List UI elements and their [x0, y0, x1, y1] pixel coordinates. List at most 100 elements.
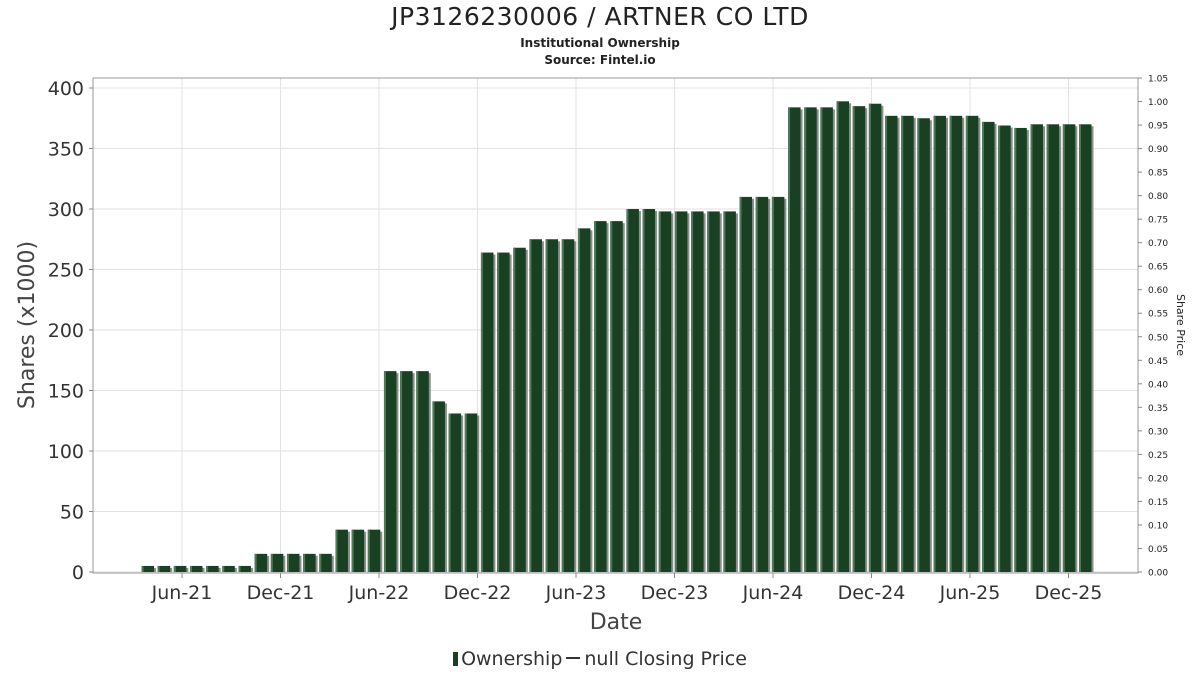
y2-tick-label: 0.15 — [1148, 498, 1168, 508]
chart-title: JP3126230006 / ARTNER CO LTD — [391, 2, 809, 31]
y2-tick-label: 0.85 — [1148, 169, 1168, 179]
bar — [141, 565, 156, 572]
bar-highlight — [367, 529, 370, 572]
bar — [513, 247, 528, 572]
bar-body — [707, 211, 720, 573]
bar — [804, 107, 819, 573]
bar-highlight — [286, 553, 289, 572]
bar — [771, 196, 787, 572]
bar — [788, 107, 803, 573]
bar-body — [270, 553, 284, 572]
bar — [173, 565, 189, 572]
bar-highlight — [1062, 124, 1065, 573]
bar-body — [852, 106, 866, 573]
bar — [1062, 124, 1078, 573]
bar-highlight — [432, 401, 435, 572]
y2-tick-label: 0.00 — [1148, 569, 1168, 579]
bar-highlight — [674, 211, 677, 573]
bar-highlight — [771, 196, 774, 572]
bar-body — [561, 239, 575, 572]
bar-highlight — [885, 115, 888, 572]
bar-highlight — [836, 101, 839, 572]
x-tick-label: Dec-21 — [247, 582, 315, 604]
bar-highlight — [173, 565, 176, 572]
bar-highlight — [254, 553, 257, 572]
bar — [400, 371, 415, 572]
bar-highlight — [917, 118, 920, 572]
bar-body — [173, 565, 187, 572]
y2-tick-label: 0.25 — [1148, 451, 1168, 461]
bar-body — [206, 565, 219, 572]
x-tick-label: Dec-23 — [641, 582, 709, 604]
bar-highlight — [319, 553, 322, 572]
bar-highlight — [594, 221, 597, 572]
bar-highlight — [577, 228, 580, 573]
bar-highlight — [804, 107, 807, 573]
bar-highlight — [1046, 124, 1049, 573]
legend-ownership-label: Ownership — [461, 648, 563, 670]
bar-highlight — [642, 209, 645, 572]
bar-body — [157, 565, 171, 572]
y2-tick-label: 0.60 — [1148, 286, 1168, 296]
y-tick-label: 250 — [48, 260, 84, 282]
bar-highlight — [189, 565, 192, 572]
bar-highlight — [416, 371, 419, 572]
bar-body — [723, 211, 736, 573]
bar-body — [464, 413, 478, 572]
bar — [868, 103, 884, 572]
bar-highlight — [691, 211, 694, 573]
bar-body — [917, 118, 930, 572]
bar — [286, 553, 302, 572]
bar-body — [804, 107, 817, 573]
bar-body — [1079, 124, 1092, 573]
bar-body — [222, 565, 235, 572]
y2-tick-label: 0.50 — [1148, 333, 1168, 343]
bar-body — [642, 209, 656, 572]
bar — [836, 101, 852, 572]
bar-body — [480, 252, 494, 572]
bar-highlight — [739, 196, 742, 572]
y2-tick-label: 0.55 — [1148, 310, 1168, 320]
x-tick-label: Jun-24 — [742, 582, 804, 604]
bar — [222, 565, 237, 572]
y2-tick-label: 0.75 — [1148, 216, 1168, 226]
bar — [464, 413, 480, 572]
bar-body — [1014, 127, 1027, 573]
y-tick-label: 400 — [48, 78, 84, 100]
bar-body — [545, 239, 559, 572]
bar — [529, 239, 544, 572]
bar-highlight — [965, 115, 968, 572]
bar — [303, 553, 318, 572]
bar-body — [836, 101, 850, 572]
bar-highlight — [351, 529, 354, 572]
y-tick-label: 350 — [48, 139, 84, 161]
bar — [723, 211, 738, 573]
bar-highlight — [1079, 124, 1081, 573]
bar — [319, 553, 334, 572]
y2-tick-label: 0.70 — [1148, 239, 1168, 249]
bar-highlight — [545, 239, 548, 572]
y2-tick-label: 0.20 — [1148, 474, 1168, 484]
bar — [982, 121, 997, 572]
bar-highlight — [464, 413, 467, 572]
bar-body — [885, 115, 898, 572]
bar-body — [739, 196, 753, 572]
bar — [561, 239, 577, 572]
bar — [626, 209, 641, 572]
bar-body — [351, 529, 365, 572]
bar — [480, 252, 496, 572]
bar-highlight — [222, 565, 225, 572]
y-tick-label: 150 — [48, 381, 84, 403]
bar-highlight — [658, 211, 661, 573]
x-axis-label: Date — [590, 610, 643, 635]
y-tick-label: 0 — [72, 562, 84, 584]
y2-tick-label: 0.65 — [1148, 263, 1168, 273]
bar-body — [658, 211, 672, 573]
y2-tick-label: 0.35 — [1148, 404, 1168, 414]
bar — [270, 553, 286, 572]
ownership-chart: 0 50 100 150 200 250 300 350 400 0.00 0.05 0.10 0.1… — [15, 75, 1187, 636]
bar-highlight — [901, 115, 904, 572]
bar-highlight — [723, 211, 726, 573]
bar — [335, 529, 350, 572]
y-axis-left: 0 50 100 150 200 250 300 350 400 — [48, 78, 93, 584]
